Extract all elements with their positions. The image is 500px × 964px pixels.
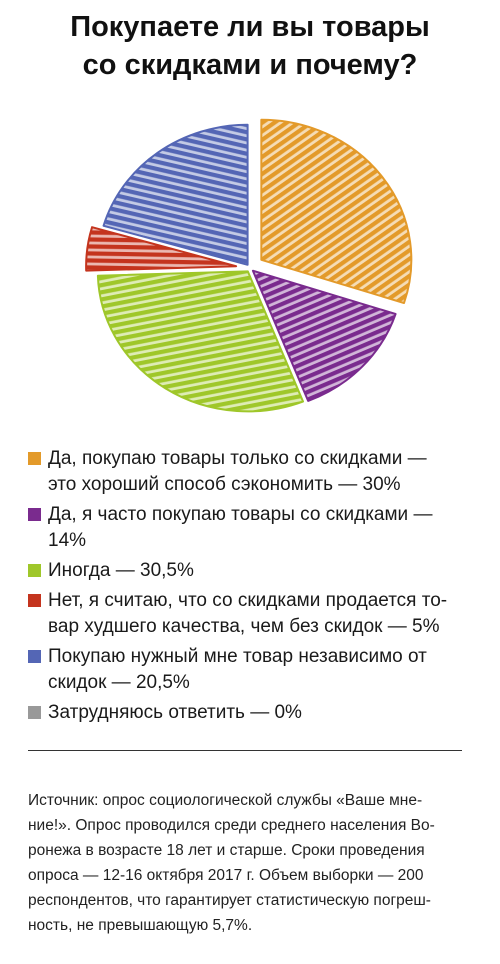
legend-swatch-icon — [28, 452, 41, 465]
source-note: Источник: опрос социологической службы «… — [28, 792, 435, 934]
pie-chart — [70, 118, 430, 433]
legend-item-regardless: Покупаю нужный мне товар независимо от с… — [28, 644, 478, 696]
legend-label: Нет, я считаю, что со скидками продается… — [48, 590, 448, 637]
legend: Да, покупаю товары только со скидками — … — [28, 446, 478, 730]
legend-swatch-icon — [28, 508, 41, 521]
legend-label: Да, я часто покупаю товары со скидками —… — [48, 504, 433, 551]
slice-sometimes — [96, 270, 305, 413]
legend-item-savings: Да, покупаю товары только со скидками — … — [28, 446, 478, 498]
legend-item-sometimes: Иногда — 30,5% — [28, 558, 478, 584]
pie-chart-svg — [85, 118, 413, 413]
legend-item-worse-quality: Нет, я считаю, что со скидками продается… — [28, 588, 478, 640]
legend-label: Затрудняюсь ответить — 0% — [48, 702, 302, 723]
legend-item-often: Да, я часто покупаю товары со скидками —… — [28, 502, 478, 554]
legend-label: Покупаю нужный мне товар независимо от с… — [48, 646, 427, 693]
legend-swatch-icon — [28, 650, 41, 663]
slice-often — [251, 269, 397, 402]
legend-item-undecided: Затрудняюсь ответить — 0% — [28, 700, 478, 726]
slice-regardless — [102, 123, 249, 266]
legend-label: Иногда — 30,5% — [48, 560, 194, 581]
divider — [28, 750, 462, 751]
legend-swatch-icon — [28, 706, 41, 719]
legend-swatch-icon — [28, 564, 41, 577]
slice-worse-quality — [85, 226, 238, 272]
chart-title-line-2: со скидками и почему? — [82, 49, 418, 81]
legend-label: Да, покупаю товары только со скидками — … — [48, 448, 427, 495]
slice-savings — [260, 118, 413, 305]
legend-swatch-icon — [28, 594, 41, 607]
chart-title: Покупаете ли вы товары со скидками и поч… — [0, 8, 500, 84]
chart-title-line-1: Покупаете ли вы товары — [70, 11, 430, 43]
